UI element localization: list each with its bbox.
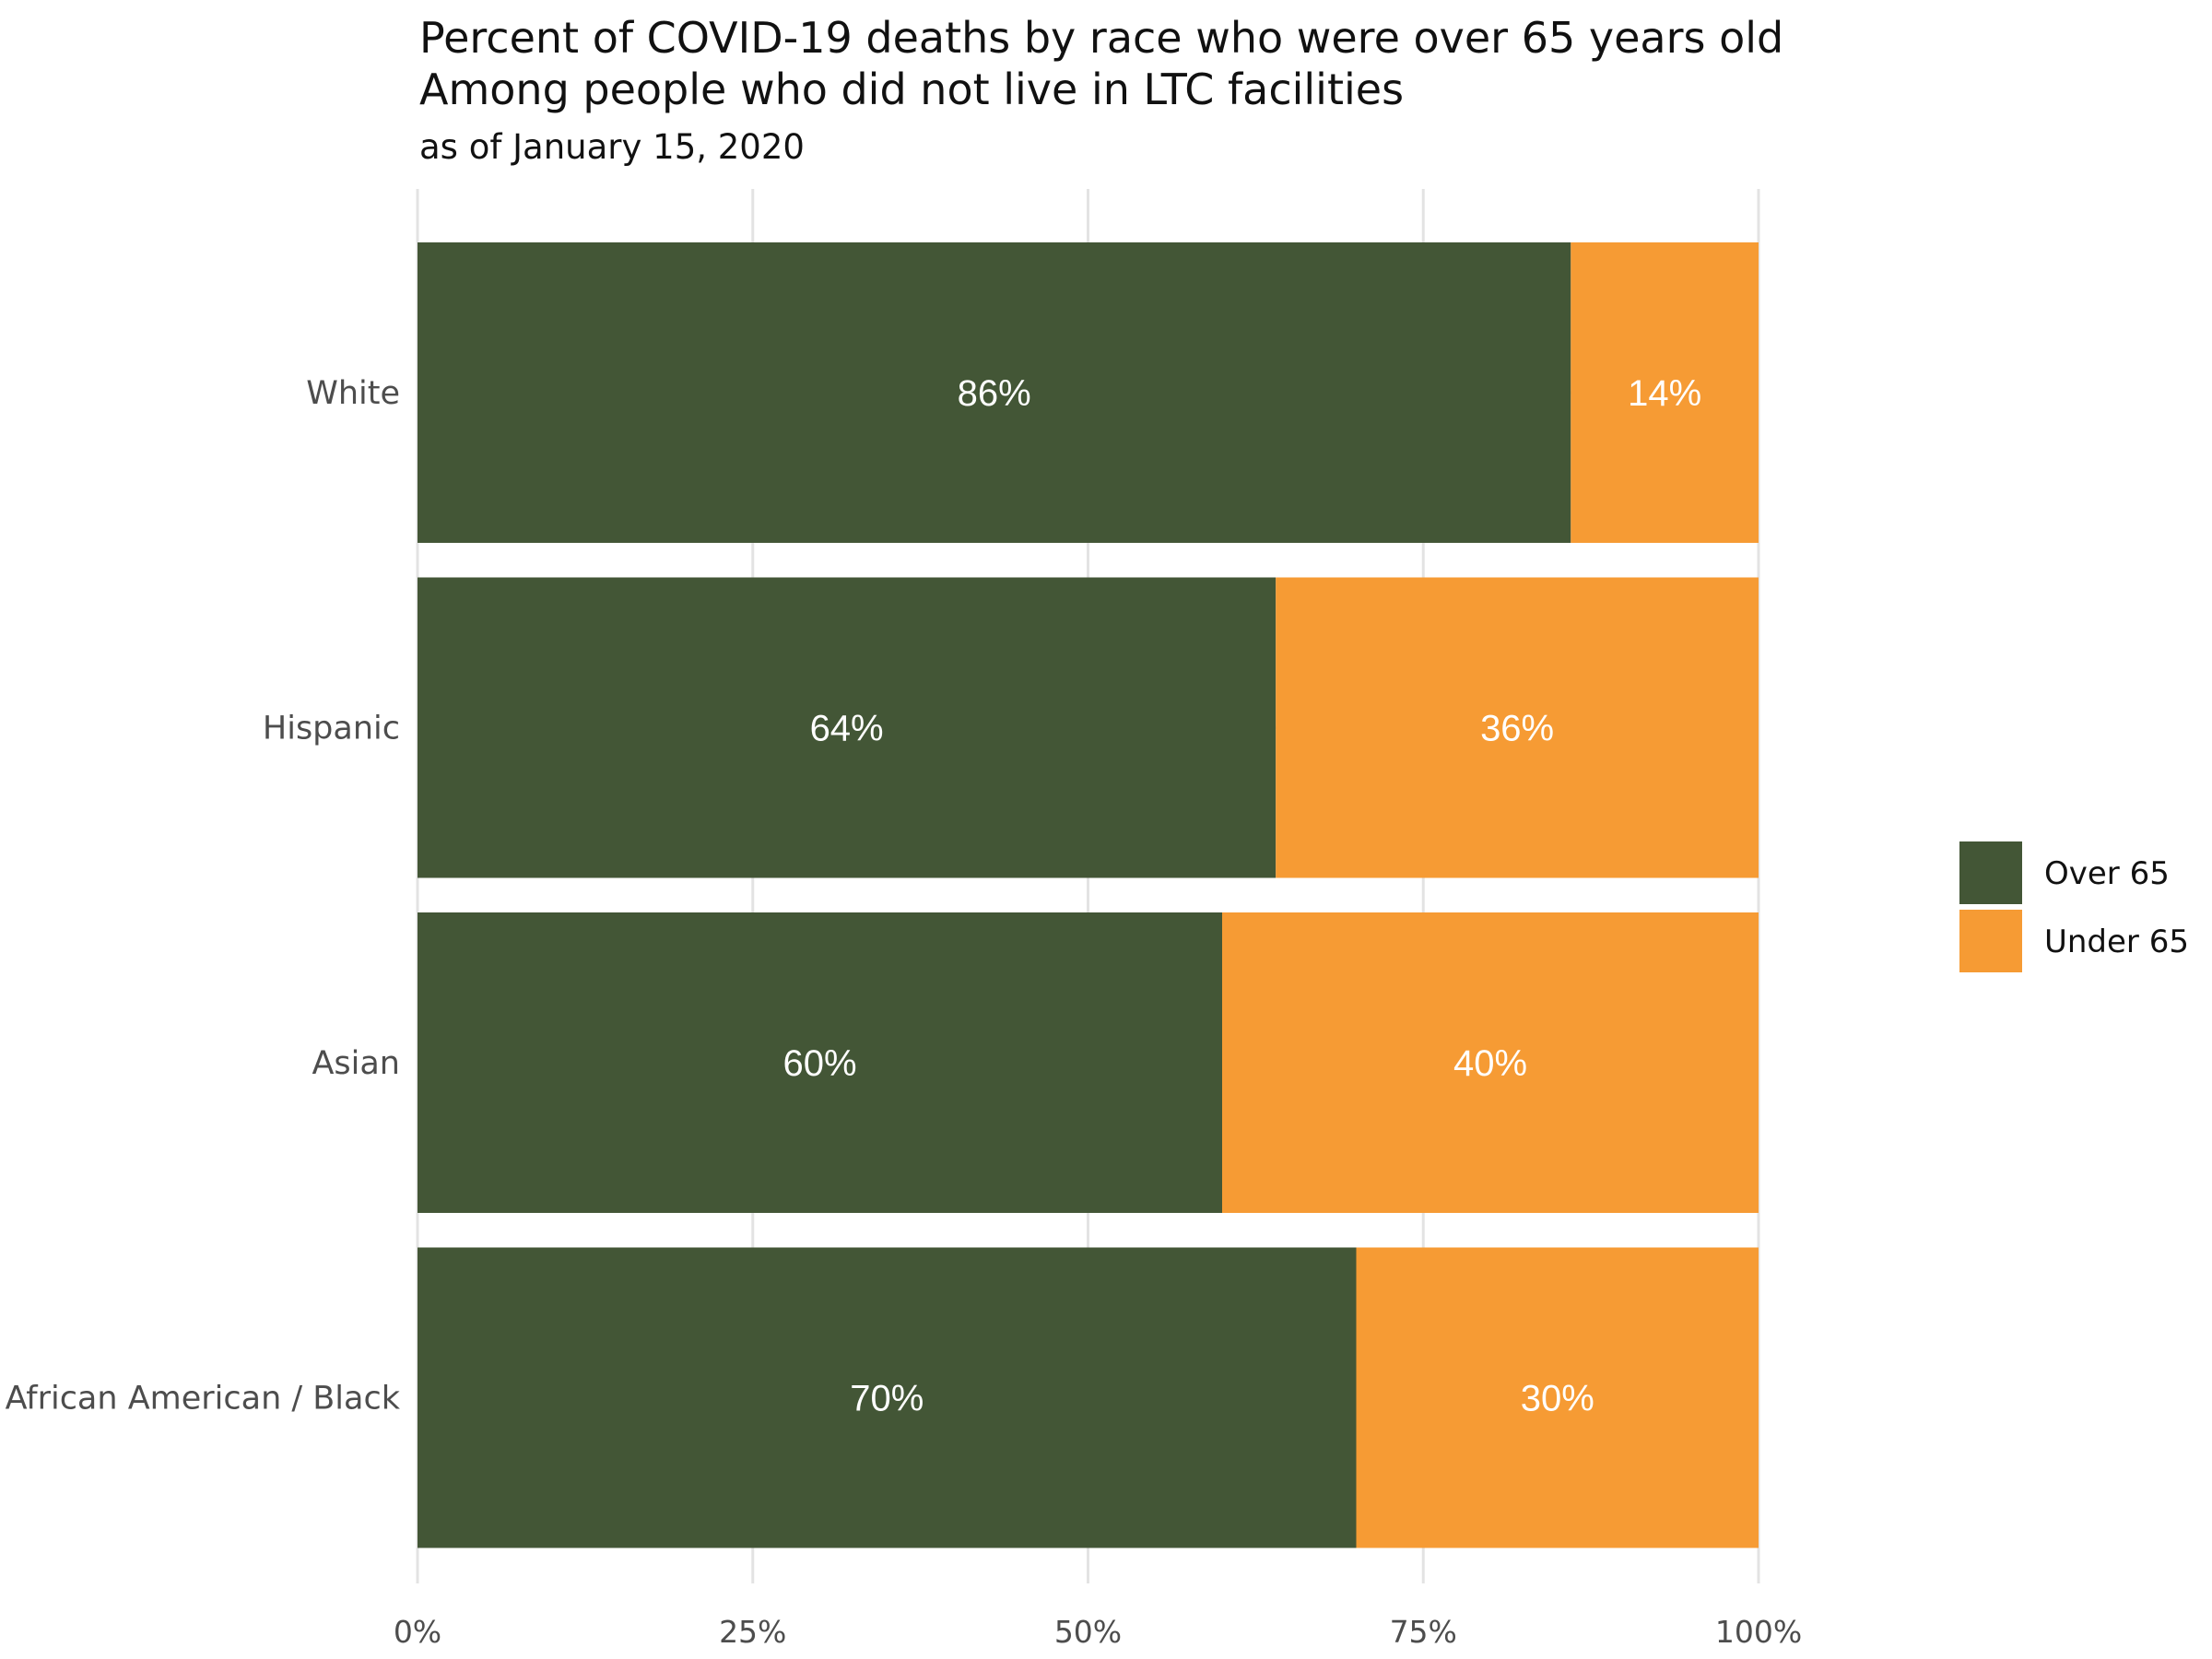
chart-subtitle: as of January 15, 2020 <box>419 127 805 167</box>
data-label: 36% <box>1480 709 1554 749</box>
data-label: 60% <box>782 1043 856 1084</box>
data-label: 40% <box>1453 1043 1527 1084</box>
legend-label: Over 65 <box>2044 855 2170 892</box>
x-tick-label: 25% <box>719 1614 786 1650</box>
y-tick-label: African American / Black <box>6 1381 401 1418</box>
chart-title-line-2: Among people who did not live in LTC fac… <box>419 65 1405 114</box>
x-tick-label: 0% <box>394 1614 441 1650</box>
bar-under-65 <box>1356 1247 1759 1548</box>
y-tick-label: Asian <box>312 1045 400 1082</box>
x-tick-label: 50% <box>1054 1614 1122 1650</box>
x-axis: 0% 25% 50% 75% 100% <box>394 1614 1802 1650</box>
y-tick-label: White <box>306 375 400 412</box>
legend-swatch <box>1959 910 2022 972</box>
data-label: 86% <box>958 373 1031 414</box>
chart-title-line-1: Percent of COVID-19 deaths by race who w… <box>419 13 1784 63</box>
y-tick-label: Hispanic <box>263 711 400 747</box>
data-label: 30% <box>1521 1379 1594 1419</box>
x-tick-label: 100% <box>1715 1614 1802 1650</box>
bar-under-65 <box>1571 242 1759 543</box>
bar-over-65 <box>418 242 1571 543</box>
x-tick-label: 75% <box>1390 1614 1457 1650</box>
bar-under-65 <box>1222 912 1759 1213</box>
bars: 86% 14% 64% 36% 60% 40% 70% 30% <box>418 242 1759 1548</box>
y-axis: White Hispanic Asian African American / Bla… <box>6 375 401 1418</box>
bar-under-65 <box>1276 577 1759 878</box>
bar-over-65 <box>418 1247 1357 1548</box>
data-label: 64% <box>810 709 884 749</box>
legend-label: Under 65 <box>2044 924 2189 960</box>
bar-over-65 <box>418 912 1222 1213</box>
bar-over-65 <box>418 577 1277 878</box>
data-label: 70% <box>850 1379 924 1419</box>
data-label: 14% <box>1628 373 1701 414</box>
legend: Over 65 Under 65 <box>1959 841 2189 972</box>
legend-swatch <box>1959 841 2022 904</box>
